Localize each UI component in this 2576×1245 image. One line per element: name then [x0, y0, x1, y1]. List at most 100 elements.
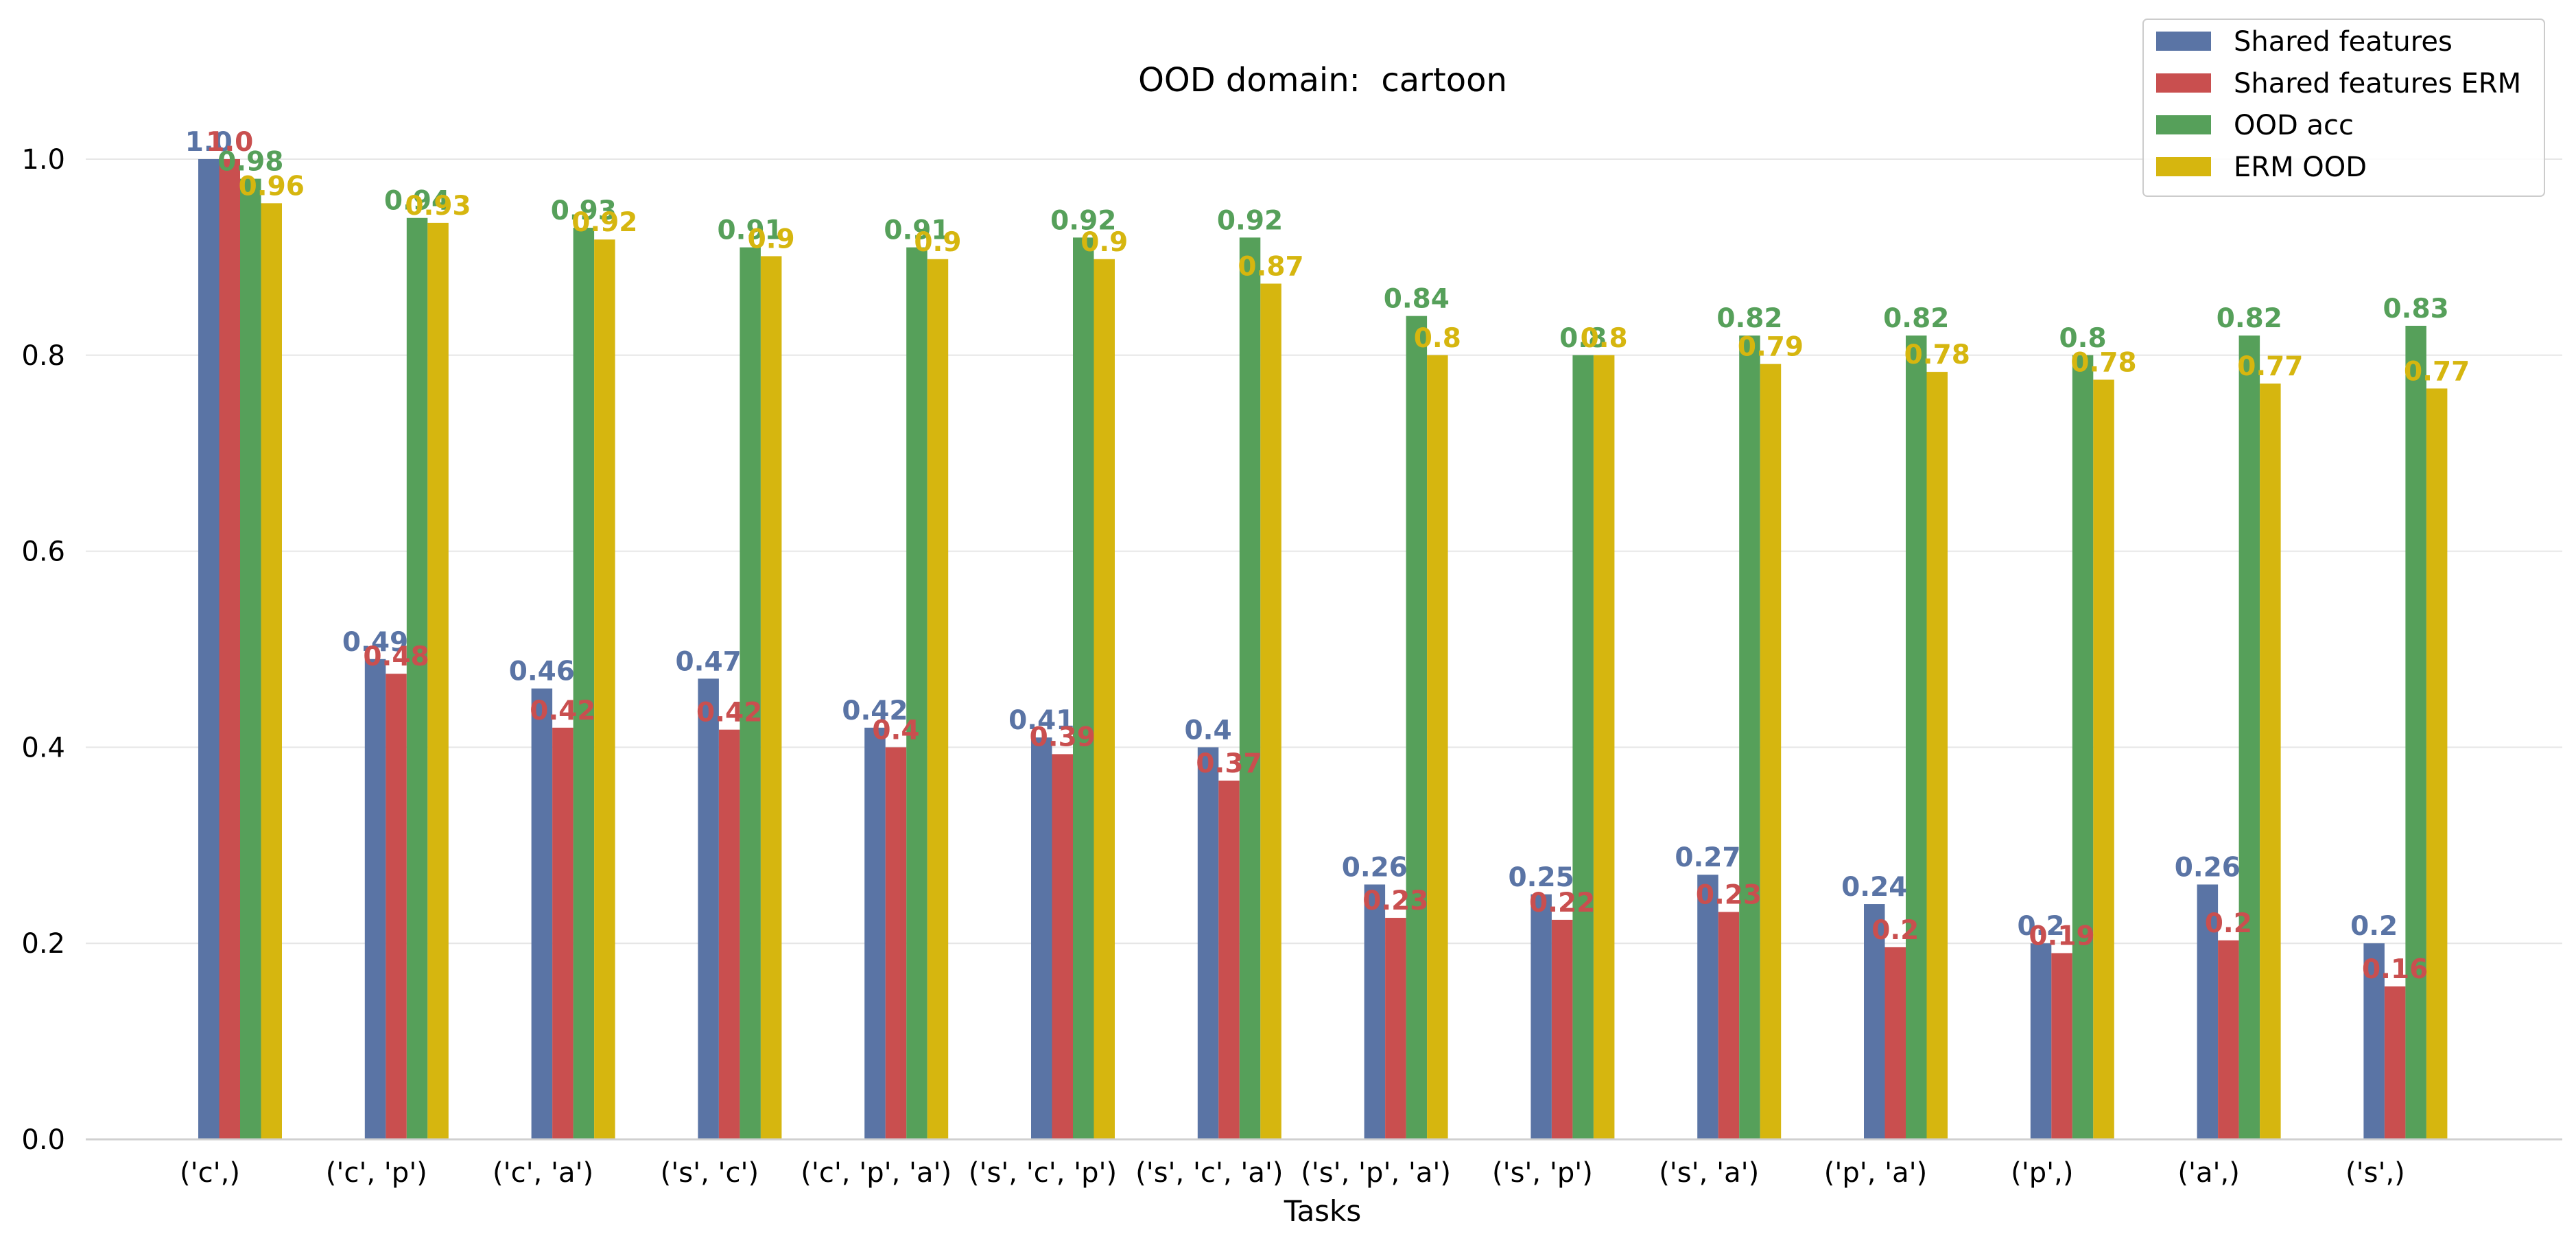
value-label-shared-features-erm: 0.16 [2362, 954, 2428, 985]
bar-ood-acc [240, 178, 261, 1140]
value-label-erm-ood: 0.9 [748, 224, 795, 254]
value-label-erm-ood: 0.8 [1581, 323, 1628, 354]
value-label-ood-acc: 0.82 [1883, 303, 1949, 334]
bar-shared-features [531, 688, 553, 1139]
value-label-erm-ood: 0.93 [405, 191, 471, 222]
bar-shared-features-erm [552, 727, 574, 1139]
chart-title: OOD domain: cartoon [1138, 61, 1507, 99]
value-label-ood-acc: 0.82 [2217, 303, 2282, 334]
value-label-shared-features: 0.41 [1008, 705, 1074, 736]
x-tick-label: ('c',) [180, 1157, 240, 1189]
x-tick-label: ('s', 'c', 'a') [1135, 1157, 1283, 1189]
value-label-ood-acc: 0.8 [2059, 323, 2107, 354]
x-tick-label: ('c', 'a') [493, 1157, 593, 1189]
bar-erm-ood [1260, 283, 1281, 1139]
bar-ood-acc [2405, 325, 2426, 1140]
y-axis-ticks: 0.0 0.2 0.4 0.6 0.8 1.0 [21, 144, 65, 1156]
value-label-erm-ood: 0.9 [1080, 227, 1128, 258]
x-tick-label: ('p', 'a') [1824, 1157, 1928, 1189]
value-label-ood-acc: 0.98 [217, 147, 283, 178]
x-tick-label: ('c', 'p') [326, 1157, 427, 1189]
bar-erm-ood [1094, 259, 1115, 1139]
value-label-erm-ood: 0.79 [1738, 332, 1804, 363]
legend-box [2142, 19, 2545, 197]
bar-ood-acc [1572, 355, 1594, 1139]
value-label-erm-ood: 0.96 [239, 171, 305, 202]
bar-erm-ood [2093, 379, 2114, 1139]
value-label-ood-acc: 0.84 [1384, 284, 1450, 315]
legend-label-ood-acc: OOD acc [2234, 110, 2354, 141]
bar-shared-features [1864, 904, 1885, 1139]
value-label-shared-features-erm: 0.42 [530, 696, 595, 726]
value-label-ood-acc: 0.83 [2383, 294, 2449, 324]
value-label-shared-features: 0.26 [1342, 852, 1408, 883]
value-label-ood-acc: 0.93 [551, 195, 617, 226]
bar-shared-features [1531, 894, 1552, 1139]
x-tick-label: ('p',) [2011, 1157, 2073, 1189]
value-label-shared-features-erm: 0.2 [2205, 908, 2252, 939]
bar-shared-features-erm [1218, 780, 1240, 1139]
y-tick-label: 0.6 [21, 536, 65, 568]
bar-erm-ood [1427, 355, 1448, 1139]
value-label-shared-features-erm: 0.4 [872, 715, 919, 746]
legend-swatch-erm-ood [2156, 157, 2211, 176]
value-label-shared-features: 0.26 [2175, 852, 2241, 883]
bar-shared-features-erm [1385, 918, 1406, 1139]
value-label-ood-acc: 0.82 [1716, 303, 1782, 334]
bar-ood-acc [573, 228, 595, 1139]
value-label-erm-ood: 0.87 [1238, 251, 1303, 282]
legend-label-shared-features: Shared features [2234, 26, 2453, 58]
bar-erm-ood [427, 222, 449, 1139]
bar-erm-ood [927, 259, 949, 1139]
value-label-shared-features-erm: 0.22 [1529, 888, 1595, 918]
bar-shared-features-erm [2384, 986, 2406, 1139]
value-label-shared-features-erm: 0.23 [1696, 879, 1762, 910]
bar-shared-features [2197, 884, 2219, 1139]
bar-shared-features [198, 159, 220, 1139]
x-axis-ticks: ('c',) ('c', 'p') ('c', 'a') ('s', 'c') ('c'… [180, 1157, 2405, 1189]
bar-ood-acc [2238, 335, 2260, 1140]
x-tick-label: ('s', 'c', 'p') [969, 1157, 1117, 1189]
value-label-shared-features: 0.4 [1185, 715, 1232, 746]
bar-erm-ood [2260, 383, 2281, 1140]
bar-erm-ood [2426, 388, 2448, 1139]
grid-lines [86, 158, 2562, 945]
y-tick-label: 0.0 [21, 1124, 65, 1156]
bar-erm-ood [1760, 364, 1782, 1139]
bar-ood-acc [2072, 355, 2094, 1139]
value-label-shared-features-erm: 0.19 [2029, 921, 2094, 951]
bar-shared-features [364, 659, 386, 1139]
x-tick-label: ('a',) [2177, 1157, 2239, 1189]
value-label-shared-features: 0.27 [1675, 842, 1740, 873]
bar-shared-features-erm [885, 747, 907, 1139]
bar-shared-features [864, 727, 886, 1139]
bar-ood-acc [1073, 237, 1094, 1139]
value-label-shared-features: 0.47 [676, 646, 742, 677]
value-label-ood-acc: 0.92 [1050, 205, 1116, 236]
bar-erm-ood [760, 256, 782, 1140]
bar-shared-features-erm [219, 159, 240, 1139]
bar-shared-features [2363, 943, 2385, 1139]
bar-shared-features-erm [718, 729, 740, 1139]
bar-shared-features-erm [1551, 919, 1573, 1139]
value-label-erm-ood: 0.77 [2404, 356, 2470, 387]
bar-erm-ood [594, 239, 615, 1140]
value-label-shared-features: 0.25 [1509, 862, 1574, 893]
value-label-shared-features: 0.42 [842, 696, 908, 726]
bar-shared-features [698, 678, 719, 1139]
bar-erm-ood [261, 203, 282, 1140]
legend-swatch-shared-features [2156, 32, 2211, 51]
value-label-shared-features-erm: 0.37 [1196, 748, 1262, 779]
value-label-shared-features: 0.24 [1841, 872, 1907, 903]
bar-shared-features-erm [2218, 940, 2239, 1139]
value-label-erm-ood: 0.9 [914, 227, 961, 258]
bar-ood-acc [406, 217, 428, 1139]
bar-shared-features-erm [1718, 912, 1740, 1139]
x-tick-label: ('s', 'a') [1659, 1157, 1759, 1189]
value-label-shared-features-erm: 0.42 [696, 698, 762, 728]
value-label-ood-acc: 0.92 [1217, 205, 1283, 236]
legend: Shared features Shared features ERM OOD ac… [2142, 19, 2545, 197]
legend-label-shared-features-erm: Shared features ERM [2234, 68, 2521, 99]
value-label-shared-features-erm: 1.0 [206, 127, 253, 158]
